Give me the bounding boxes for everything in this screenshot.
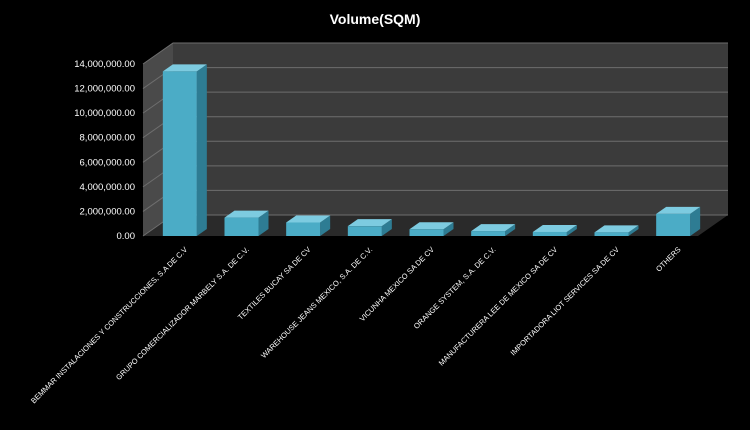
- bar-front: [286, 222, 321, 236]
- bar-side: [443, 222, 454, 236]
- y-tick-label: 0.00: [117, 231, 136, 242]
- y-tick-label: 2,000,000.00: [80, 206, 135, 217]
- plot-area: [142, 42, 728, 237]
- y-tick-label: 12,000,000.00: [74, 84, 135, 95]
- bar-front: [594, 232, 629, 236]
- bar-front: [471, 231, 506, 236]
- bar-top: [162, 64, 207, 72]
- x-tick-label: OTHERS: [654, 245, 682, 273]
- bar: [656, 206, 701, 236]
- y-tick-label: 8,000,000.00: [80, 133, 135, 144]
- bar-top: [409, 222, 454, 230]
- x-tick-label: MANUFACTURERA LEE DE MEXICO SA DE CV: [437, 245, 559, 367]
- bar-top: [224, 210, 269, 218]
- bar-side: [381, 219, 392, 236]
- bar: [224, 210, 269, 236]
- chart-title: Volume(SQM): [330, 11, 421, 27]
- bar-side: [258, 210, 269, 236]
- bar-top: [656, 206, 701, 214]
- x-tick-label: IMPORTADORA LIOT SERVICES SA DE CV: [509, 245, 621, 357]
- bar-top: [286, 215, 331, 223]
- bar-series: [162, 64, 701, 236]
- bar-side: [505, 224, 516, 236]
- bar: [286, 215, 331, 236]
- plot-back-wall: [173, 43, 728, 215]
- y-axis-ticks: 0.00 2,000,000.00 4,000,000.00 6,000,000.00…: [74, 59, 135, 242]
- bar-front: [656, 213, 691, 236]
- bar-top: [532, 224, 577, 232]
- bar-side: [690, 206, 701, 236]
- bar-front: [347, 226, 382, 236]
- bar-front: [409, 229, 444, 236]
- bar: [347, 219, 392, 236]
- bar: [471, 224, 516, 236]
- bar: [532, 224, 577, 236]
- bar-side: [628, 225, 639, 236]
- bar-top: [347, 219, 392, 227]
- bar-top: [471, 224, 516, 232]
- bar-side: [566, 224, 577, 236]
- x-axis-labels: BEMMAR INSTALACIONES Y CONSTRUCCIONES, S…: [29, 245, 683, 405]
- bar-front: [162, 71, 197, 236]
- bar-side: [196, 64, 207, 236]
- x-tick-label: TEXTILES BUCAY SA DE CV: [236, 245, 313, 322]
- y-tick-label: 14,000,000.00: [74, 59, 135, 70]
- gridline: [142, 42, 728, 65]
- bar-front: [532, 231, 567, 236]
- y-tick-label: 6,000,000.00: [80, 157, 135, 168]
- bar: [162, 64, 207, 236]
- bar: [409, 222, 454, 236]
- y-tick-label: 4,000,000.00: [80, 182, 135, 193]
- bar-top: [594, 225, 639, 233]
- bar: [594, 225, 639, 236]
- x-tick-label: WAREHOUSE JEANS MEXICO, S.A. DE C.V.: [259, 245, 374, 360]
- x-tick-label: GRUPO COMERCIALIZADOR MARBELY S.A. DE C.…: [114, 245, 251, 382]
- y-tick-label: 10,000,000.00: [74, 108, 135, 119]
- bar-side: [320, 215, 331, 236]
- bar-front: [224, 217, 259, 236]
